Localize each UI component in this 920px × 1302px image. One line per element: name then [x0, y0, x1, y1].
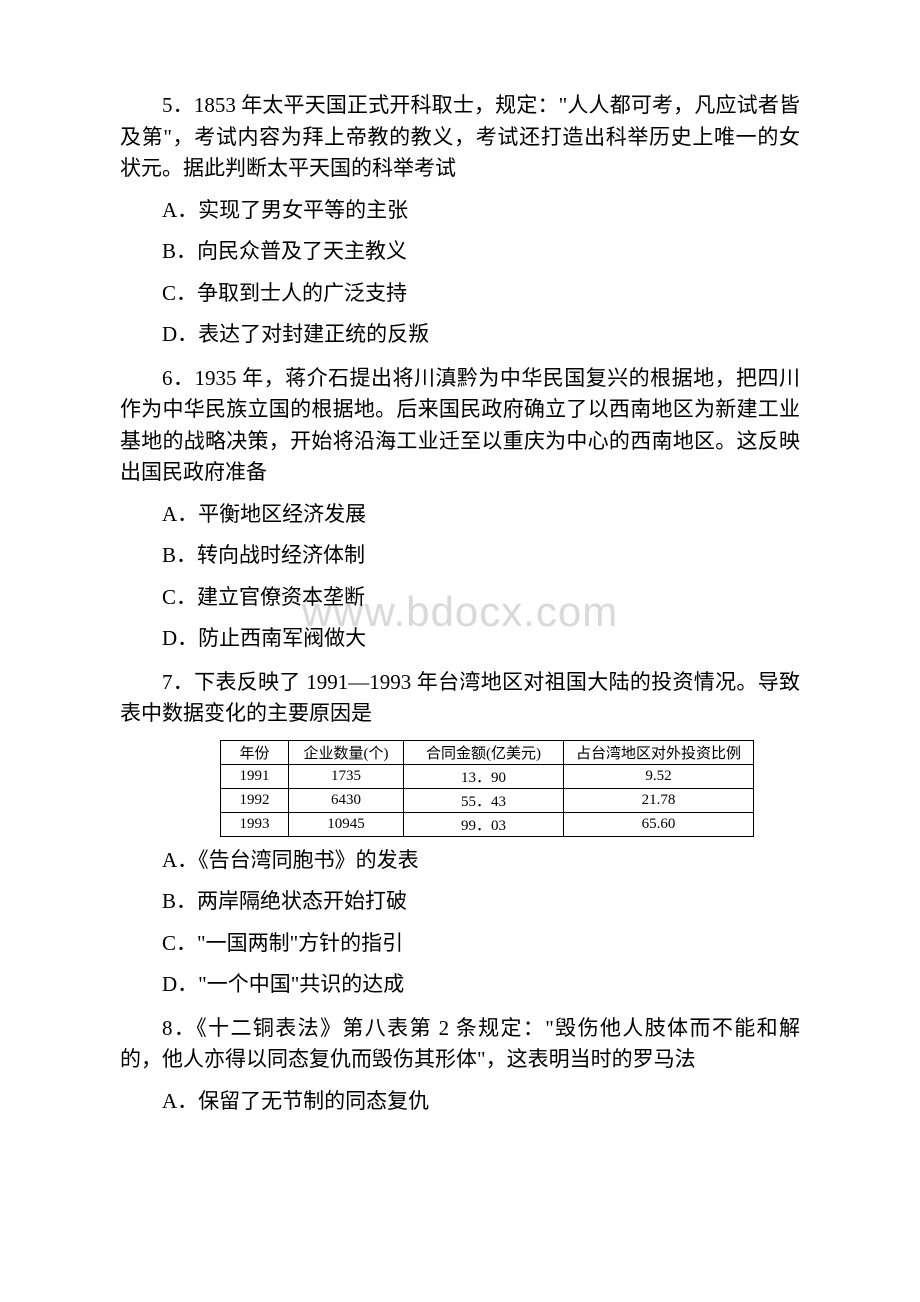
cell-count: 6430 — [289, 788, 404, 812]
cell-year: 1993 — [221, 812, 289, 836]
question-stem: 7．下表反映了 1991—1993 年台湾地区对祖国大陆的投资情况。导致表中数据… — [120, 667, 800, 730]
option-c: C．"一国两制"方针的指引 — [120, 928, 800, 960]
cell-year: 1991 — [221, 764, 289, 788]
col-header-year: 年份 — [221, 740, 289, 764]
table-row: 1991 1735 13．90 9.52 — [221, 764, 754, 788]
option-a: A．《告台湾同胞书》的发表 — [120, 845, 800, 877]
option-a: A．实现了男女平等的主张 — [120, 195, 800, 227]
table-row: 1993 10945 99．03 65.60 — [221, 812, 754, 836]
question-7: 7．下表反映了 1991—1993 年台湾地区对祖国大陆的投资情况。导致表中数据… — [120, 667, 800, 1001]
document-content: 5．1853 年太平天国正式开科取士，规定："人人都可考，凡应试者皆及第"，考试… — [120, 90, 800, 1117]
option-a: A．平衡地区经济发展 — [120, 499, 800, 531]
cell-amount: 55．43 — [404, 788, 564, 812]
question-stem: 5．1853 年太平天国正式开科取士，规定："人人都可考，凡应试者皆及第"，考试… — [120, 90, 800, 185]
option-c: C．建立官僚资本垄断 — [120, 582, 800, 614]
cell-ratio: 21.78 — [564, 788, 754, 812]
investment-table: 年份 企业数量(个) 合同金额(亿美元) 占台湾地区对外投资比例 1991 17… — [220, 740, 754, 837]
question-8: 8．《十二铜表法》第八表第 2 条规定："毁伤他人肢体而不能和解的，他人亦得以同… — [120, 1013, 800, 1118]
question-stem: 6．1935 年，蒋介石提出将川滇黔为中华民国复兴的根据地，把四川作为中华民族立… — [120, 363, 800, 489]
investment-table-wrapper: 年份 企业数量(个) 合同金额(亿美元) 占台湾地区对外投资比例 1991 17… — [220, 740, 800, 837]
cell-year: 1992 — [221, 788, 289, 812]
option-b: B．两岸隔绝状态开始打破 — [120, 886, 800, 918]
col-header-count: 企业数量(个) — [289, 740, 404, 764]
col-header-ratio: 占台湾地区对外投资比例 — [564, 740, 754, 764]
option-d: D．"一个中国"共识的达成 — [120, 969, 800, 1001]
cell-ratio: 65.60 — [564, 812, 754, 836]
table-header-row: 年份 企业数量(个) 合同金额(亿美元) 占台湾地区对外投资比例 — [221, 740, 754, 764]
option-a: A．保留了无节制的同态复仇 — [120, 1086, 800, 1118]
question-stem: 8．《十二铜表法》第八表第 2 条规定："毁伤他人肢体而不能和解的，他人亦得以同… — [120, 1013, 800, 1076]
option-c: C．争取到士人的广泛支持 — [120, 278, 800, 310]
option-d: D．表达了对封建正统的反叛 — [120, 319, 800, 351]
cell-amount: 99．03 — [404, 812, 564, 836]
cell-count: 10945 — [289, 812, 404, 836]
option-d: D．防止西南军阀做大 — [120, 623, 800, 655]
question-5: 5．1853 年太平天国正式开科取士，规定："人人都可考，凡应试者皆及第"，考试… — [120, 90, 800, 351]
option-b: B．向民众普及了天主教义 — [120, 236, 800, 268]
cell-ratio: 9.52 — [564, 764, 754, 788]
option-b: B．转向战时经济体制 — [120, 540, 800, 572]
cell-count: 1735 — [289, 764, 404, 788]
question-6: 6．1935 年，蒋介石提出将川滇黔为中华民国复兴的根据地，把四川作为中华民族立… — [120, 363, 800, 655]
cell-amount: 13．90 — [404, 764, 564, 788]
table-row: 1992 6430 55．43 21.78 — [221, 788, 754, 812]
col-header-amount: 合同金额(亿美元) — [404, 740, 564, 764]
